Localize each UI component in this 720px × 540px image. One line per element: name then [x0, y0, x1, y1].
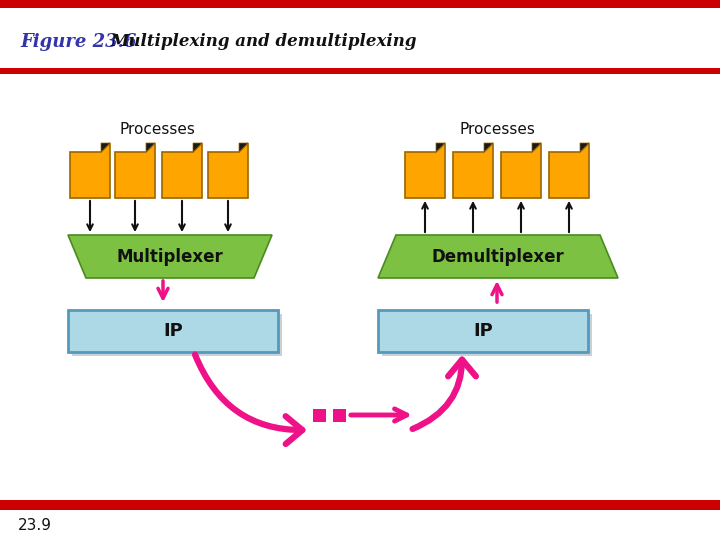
Polygon shape	[405, 143, 445, 198]
Polygon shape	[146, 143, 155, 152]
Text: Demultiplexer: Demultiplexer	[431, 247, 564, 266]
Polygon shape	[208, 143, 248, 198]
Polygon shape	[70, 143, 110, 198]
Polygon shape	[580, 143, 589, 152]
Polygon shape	[162, 143, 202, 198]
Polygon shape	[549, 143, 589, 198]
Polygon shape	[532, 143, 541, 152]
FancyBboxPatch shape	[68, 310, 278, 352]
Text: IP: IP	[473, 322, 493, 340]
Text: IP: IP	[163, 322, 183, 340]
Text: Figure 23.6: Figure 23.6	[20, 33, 136, 51]
Polygon shape	[453, 143, 493, 198]
Text: Multiplexer: Multiplexer	[117, 247, 223, 266]
FancyBboxPatch shape	[0, 0, 720, 8]
Text: Processes: Processes	[119, 123, 195, 138]
Text: Processes: Processes	[459, 123, 535, 138]
FancyBboxPatch shape	[378, 310, 588, 352]
Polygon shape	[378, 235, 618, 278]
Text: 23.9: 23.9	[18, 517, 52, 532]
FancyBboxPatch shape	[0, 68, 720, 74]
Polygon shape	[501, 143, 541, 198]
Polygon shape	[193, 143, 202, 152]
FancyBboxPatch shape	[382, 314, 592, 356]
Text: Multiplexing and demultiplexing: Multiplexing and demultiplexing	[110, 33, 416, 51]
Polygon shape	[101, 143, 110, 152]
Polygon shape	[239, 143, 248, 152]
FancyArrowPatch shape	[195, 355, 302, 444]
Polygon shape	[484, 143, 493, 152]
FancyArrowPatch shape	[413, 360, 476, 429]
FancyBboxPatch shape	[72, 314, 282, 356]
Polygon shape	[68, 235, 272, 278]
FancyBboxPatch shape	[0, 500, 720, 510]
Polygon shape	[115, 143, 155, 198]
Polygon shape	[436, 143, 445, 152]
FancyBboxPatch shape	[313, 408, 326, 422]
FancyBboxPatch shape	[333, 408, 346, 422]
